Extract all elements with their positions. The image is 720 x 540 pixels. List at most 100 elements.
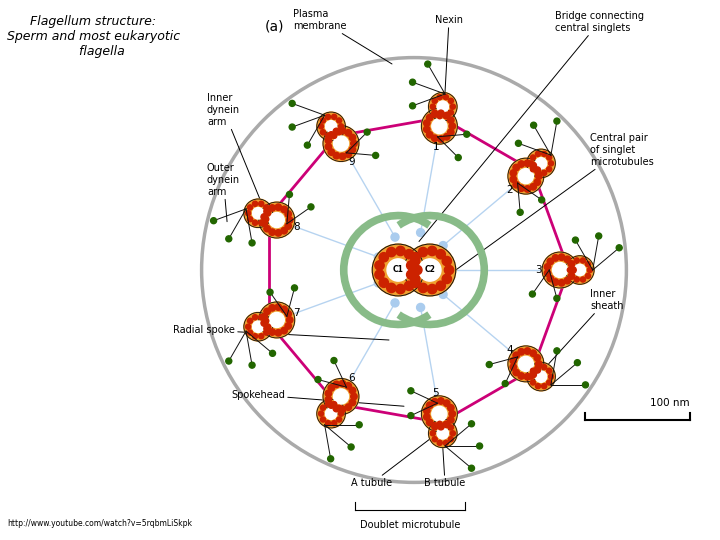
Circle shape (449, 425, 454, 430)
Circle shape (616, 245, 622, 251)
Circle shape (428, 246, 437, 255)
Circle shape (351, 140, 357, 147)
Circle shape (437, 113, 442, 119)
Circle shape (264, 325, 270, 332)
Circle shape (320, 118, 325, 123)
Circle shape (552, 262, 567, 278)
Circle shape (282, 219, 294, 230)
Circle shape (285, 223, 292, 230)
Circle shape (269, 313, 284, 327)
Text: 100 nm: 100 nm (650, 398, 690, 408)
Circle shape (333, 381, 340, 388)
Circle shape (379, 278, 389, 287)
Circle shape (332, 402, 337, 407)
Circle shape (531, 368, 536, 373)
Circle shape (559, 280, 564, 286)
Circle shape (226, 236, 232, 242)
Circle shape (542, 252, 578, 288)
Circle shape (425, 61, 431, 67)
Circle shape (530, 372, 536, 378)
Circle shape (275, 304, 282, 310)
Circle shape (411, 253, 420, 262)
Circle shape (536, 158, 546, 169)
Circle shape (570, 273, 575, 279)
Circle shape (325, 133, 330, 138)
Circle shape (323, 126, 359, 161)
Text: Outer
dynein
arm: Outer dynein arm (207, 164, 240, 221)
Circle shape (528, 374, 534, 379)
Circle shape (292, 285, 297, 291)
Circle shape (341, 148, 353, 159)
Circle shape (503, 381, 508, 387)
Circle shape (421, 108, 457, 144)
Circle shape (261, 214, 267, 220)
Circle shape (396, 246, 405, 255)
Circle shape (448, 266, 456, 274)
Circle shape (345, 383, 351, 389)
Circle shape (439, 241, 447, 249)
Circle shape (349, 387, 356, 394)
Circle shape (513, 369, 519, 376)
Circle shape (554, 348, 560, 354)
Circle shape (534, 179, 541, 185)
Circle shape (574, 258, 580, 263)
Circle shape (580, 277, 585, 282)
Circle shape (407, 270, 416, 279)
Circle shape (332, 114, 337, 119)
Circle shape (339, 380, 346, 387)
Text: 5: 5 (433, 388, 439, 398)
Circle shape (345, 151, 351, 157)
Circle shape (510, 176, 516, 183)
Circle shape (210, 218, 217, 224)
Text: 4: 4 (506, 345, 513, 355)
Text: 7: 7 (293, 308, 300, 318)
Circle shape (269, 213, 284, 227)
Circle shape (269, 329, 276, 335)
Circle shape (408, 388, 414, 394)
Circle shape (258, 202, 294, 238)
Circle shape (275, 230, 282, 236)
Circle shape (387, 247, 396, 256)
Circle shape (541, 364, 546, 370)
Circle shape (536, 173, 542, 179)
Circle shape (510, 357, 516, 364)
Circle shape (574, 277, 580, 282)
Circle shape (410, 103, 415, 109)
Circle shape (275, 329, 282, 336)
Text: Doublet microtubule: Doublet microtubule (360, 520, 460, 530)
Circle shape (449, 410, 456, 417)
Circle shape (253, 220, 258, 225)
Circle shape (544, 270, 551, 276)
Circle shape (543, 265, 554, 275)
Circle shape (328, 456, 333, 462)
Circle shape (564, 278, 571, 284)
Circle shape (261, 320, 267, 326)
Circle shape (518, 168, 534, 184)
Circle shape (552, 279, 559, 285)
Circle shape (531, 380, 536, 385)
Circle shape (325, 421, 330, 426)
Circle shape (244, 199, 272, 227)
Text: Radial spoke: Radial spoke (173, 325, 389, 340)
Circle shape (246, 324, 251, 329)
Circle shape (517, 210, 523, 215)
Circle shape (318, 411, 324, 416)
Circle shape (444, 133, 450, 140)
Circle shape (530, 350, 536, 356)
Circle shape (455, 154, 462, 160)
Circle shape (266, 211, 271, 216)
Circle shape (289, 124, 295, 130)
Circle shape (595, 233, 602, 239)
Circle shape (524, 374, 531, 380)
Text: 8: 8 (293, 222, 300, 232)
Circle shape (554, 118, 560, 124)
Circle shape (253, 315, 258, 320)
Circle shape (531, 155, 536, 160)
Circle shape (404, 244, 456, 296)
Text: Central pair
of singlet
microtubules: Central pair of singlet microtubules (456, 133, 654, 270)
Circle shape (426, 419, 433, 426)
Circle shape (410, 274, 420, 284)
Text: C1: C1 (392, 266, 404, 274)
Circle shape (431, 431, 436, 436)
Circle shape (253, 207, 264, 219)
